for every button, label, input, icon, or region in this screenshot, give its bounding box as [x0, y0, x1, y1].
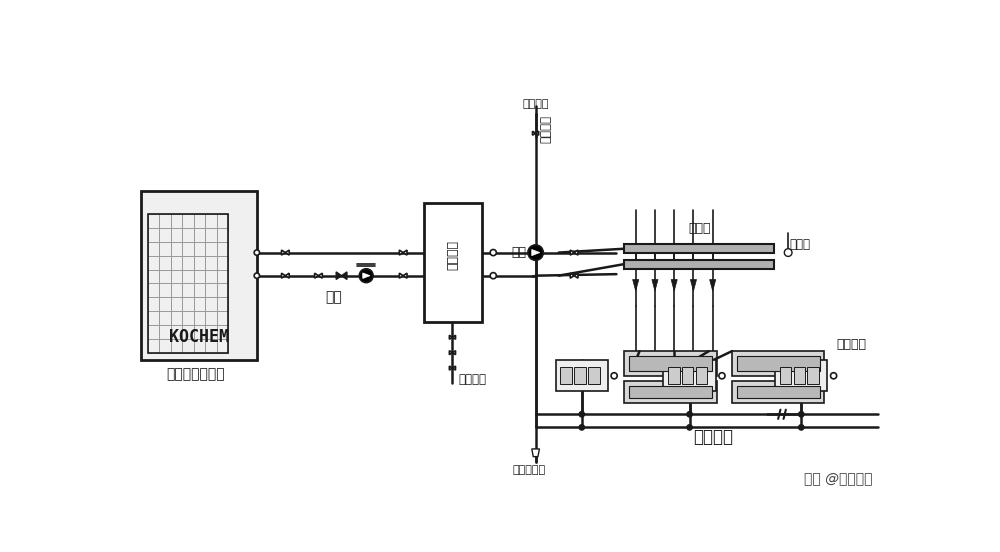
Bar	[624, 259, 774, 269]
Circle shape	[687, 424, 692, 430]
Polygon shape	[652, 279, 658, 291]
Circle shape	[254, 273, 260, 278]
Polygon shape	[710, 279, 716, 291]
Polygon shape	[452, 351, 456, 355]
Circle shape	[359, 269, 373, 283]
Bar	[560, 367, 572, 384]
Polygon shape	[403, 250, 407, 255]
Circle shape	[784, 249, 792, 257]
Bar	[696, 367, 707, 384]
Polygon shape	[532, 250, 540, 256]
Bar	[574, 367, 586, 384]
Polygon shape	[570, 250, 574, 255]
Polygon shape	[633, 279, 639, 291]
Circle shape	[579, 412, 584, 417]
Bar	[663, 360, 716, 391]
Bar	[737, 355, 820, 371]
Circle shape	[490, 250, 496, 256]
Bar	[737, 386, 820, 398]
Polygon shape	[342, 272, 347, 279]
Polygon shape	[282, 273, 285, 278]
Polygon shape	[452, 366, 456, 370]
Polygon shape	[452, 335, 456, 339]
Bar	[141, 191, 257, 360]
Bar	[629, 386, 712, 398]
Text: KOCHEM: KOCHEM	[169, 328, 229, 346]
Polygon shape	[449, 335, 452, 339]
Bar	[682, 367, 693, 384]
Bar	[807, 367, 819, 384]
Bar	[629, 355, 712, 371]
Bar	[732, 351, 824, 376]
Circle shape	[254, 250, 260, 255]
Polygon shape	[536, 131, 539, 135]
Circle shape	[528, 245, 543, 261]
Polygon shape	[285, 250, 289, 255]
Bar	[148, 214, 228, 353]
Bar	[624, 244, 774, 253]
Polygon shape	[336, 272, 342, 279]
Bar	[668, 367, 680, 384]
Bar	[732, 381, 824, 403]
Bar	[624, 351, 717, 376]
Text: 风机盘管: 风机盘管	[836, 338, 866, 352]
Polygon shape	[671, 279, 677, 291]
Polygon shape	[574, 250, 578, 255]
Polygon shape	[399, 250, 403, 255]
Bar	[624, 381, 717, 403]
Polygon shape	[449, 366, 452, 370]
Polygon shape	[318, 273, 322, 278]
Bar	[556, 360, 608, 391]
Circle shape	[799, 424, 804, 430]
Circle shape	[611, 373, 617, 379]
Text: 自动排气阀: 自动排气阀	[513, 465, 546, 475]
Text: 水泵: 水泵	[325, 290, 342, 304]
Text: 温度计: 温度计	[790, 238, 811, 251]
Text: 地暖管道: 地暖管道	[693, 428, 733, 446]
Circle shape	[687, 412, 692, 417]
Bar	[775, 360, 827, 391]
Polygon shape	[449, 351, 452, 355]
Text: 空气能热泵主机: 空气能热泵主机	[166, 367, 225, 381]
Text: 市政补水: 市政补水	[522, 99, 549, 109]
Bar	[780, 367, 791, 384]
Polygon shape	[403, 273, 407, 278]
Bar	[424, 203, 482, 322]
Polygon shape	[315, 273, 318, 278]
Text: 市政补水: 市政补水	[459, 373, 487, 386]
Polygon shape	[574, 273, 578, 278]
Circle shape	[719, 373, 725, 379]
Circle shape	[579, 424, 584, 430]
Text: 市政补水: 市政补水	[539, 115, 552, 144]
Polygon shape	[532, 449, 539, 457]
Polygon shape	[570, 273, 574, 278]
Polygon shape	[282, 250, 285, 255]
Text: 水泵: 水泵	[511, 246, 526, 259]
Circle shape	[490, 273, 496, 279]
Text: 头条 @制冷社区: 头条 @制冷社区	[804, 472, 873, 486]
Polygon shape	[285, 273, 289, 278]
Bar	[794, 367, 805, 384]
Circle shape	[831, 373, 837, 379]
Bar	[588, 367, 600, 384]
Polygon shape	[690, 279, 697, 291]
Polygon shape	[533, 131, 536, 135]
Text: 分水棆: 分水棆	[688, 222, 710, 235]
Polygon shape	[363, 273, 370, 278]
Polygon shape	[399, 273, 403, 278]
Text: 缓冲水筒: 缓冲水筒	[446, 240, 459, 269]
Circle shape	[799, 412, 804, 417]
